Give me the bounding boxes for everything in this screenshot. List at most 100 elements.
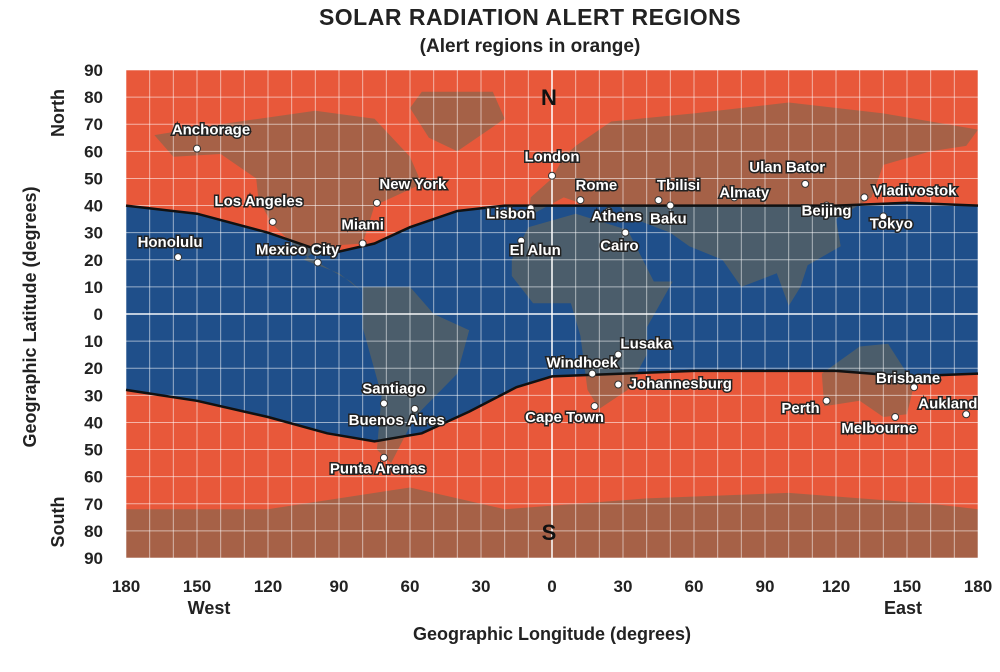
map-title: SOLAR RADIATION ALERT REGIONS (318, 4, 742, 30)
city-dot (193, 144, 201, 153)
city-dot (588, 369, 597, 378)
y-tick-label: 40 (84, 197, 103, 216)
city-dot (372, 198, 381, 207)
city-label: Aukland (918, 395, 977, 412)
city-label: Johannesburg (629, 375, 732, 392)
city-dot (313, 258, 322, 267)
city-label: Honolulu (138, 234, 203, 251)
x-tick-label: 180 (112, 577, 140, 596)
city-label: Athens (591, 208, 642, 225)
x-tick-label: 60 (685, 577, 704, 596)
y-tick-label: 10 (84, 278, 103, 297)
city-dot (860, 193, 869, 202)
x-tick-label: 30 (472, 577, 491, 596)
city-label: New York (379, 176, 447, 193)
city-label: Cairo (600, 238, 638, 255)
y-tick-label: 80 (84, 522, 103, 541)
y-axis-ticks: 90 80 70 60 50 40 30 20 10 0 10 20 30 40 50 60 70 80 90 (84, 61, 103, 568)
city-dot (822, 396, 831, 405)
city-dot (614, 350, 623, 359)
city-label: Anchorage (172, 122, 250, 139)
north-pole-label: N (541, 85, 557, 110)
city-label: Tokyo (870, 215, 913, 232)
city-dot (517, 236, 526, 245)
y-tick-label: 20 (84, 359, 103, 378)
x-tick-label: 90 (756, 577, 775, 596)
city-label: Melbourne (841, 420, 917, 437)
x-axis-title: Geographic Longitude (degrees) (413, 624, 691, 644)
x-tick-label: 180 (964, 577, 992, 596)
west-label: West (188, 598, 231, 618)
y-tick-label: 90 (84, 61, 103, 80)
city-dot (614, 380, 623, 389)
city-label: Miami (341, 217, 384, 234)
city-dot (410, 404, 419, 413)
landmass-eurasia (528, 102, 978, 306)
y-axis-title: Geographic Latitude (degrees) (20, 186, 40, 447)
city-label: Beijing (802, 203, 852, 220)
y-tick-label: 20 (84, 251, 103, 270)
south-pole-label: S (542, 520, 557, 545)
y-tick-label: 80 (84, 88, 103, 107)
city-dot (358, 239, 367, 248)
city-label: Mexico City (256, 241, 340, 258)
city-dot (621, 228, 630, 237)
x-tick-label: 90 (330, 577, 349, 596)
y-tick-label: 60 (84, 142, 103, 161)
city-label: El Alun (510, 242, 561, 259)
city-dot (526, 204, 535, 213)
city-label: Almaty (719, 184, 770, 201)
city-dot (654, 196, 663, 205)
city-dot (379, 453, 388, 462)
city-dot (962, 410, 971, 419)
landmass-south-america (362, 286, 470, 464)
y-tick-label: 50 (84, 441, 103, 460)
x-tick-label: 150 (183, 577, 211, 596)
y-tick-label: 30 (84, 386, 103, 405)
city-label: Brisbane (876, 370, 940, 387)
city-dot (822, 201, 831, 210)
landmass-north-america (154, 110, 422, 293)
city-label: Ulan Bator (749, 159, 825, 176)
north-alert-boundary-line (125, 201, 979, 253)
y-tick-label: 60 (84, 468, 103, 487)
city-dot (576, 196, 585, 205)
north-label: North (48, 89, 68, 137)
x-tick-label: 30 (614, 577, 633, 596)
city-label: Santiago (362, 380, 425, 397)
x-tick-label: 120 (822, 577, 850, 596)
x-tick-label: 120 (254, 577, 282, 596)
landmass-australia (821, 343, 915, 417)
city-dot (910, 383, 919, 392)
city-label: Tbilisi (657, 177, 700, 194)
city-label: Perth (781, 400, 819, 417)
city-label: Buenos Aires (349, 412, 445, 429)
y-tick-label: 10 (84, 332, 103, 351)
x-tick-label: 150 (893, 577, 921, 596)
y-tick-label: 70 (84, 495, 103, 514)
y-tick-label: 90 (84, 549, 103, 568)
city-dot (174, 253, 183, 262)
city-dot (730, 193, 739, 202)
city-label: Vladivostok (872, 182, 957, 199)
x-tick-label: 0 (547, 577, 556, 596)
city-markers: Anchorage New York Los Angeles Miami Honolul… (136, 120, 979, 479)
city-label: Lisbon (486, 205, 535, 222)
y-tick-label: 30 (84, 224, 103, 243)
y-tick-label: 40 (84, 413, 103, 432)
y-tick-label: 70 (84, 115, 103, 134)
city-dot (891, 413, 900, 422)
y-tick-label: 0 (94, 305, 103, 324)
city-label: Rome (576, 177, 618, 194)
x-axis-ticks: 180 150 120 90 60 30 0 30 60 90 120 150 180 (112, 577, 992, 596)
city-label: Los Angeles (214, 193, 303, 210)
graticule-grid (125, 69, 979, 559)
city-dot (879, 212, 888, 221)
south-alert-boundary-line (125, 369, 979, 443)
y-tick-label: 50 (84, 169, 103, 188)
city-dot (666, 201, 675, 210)
city-dot (268, 217, 277, 226)
city-dot (801, 179, 810, 188)
city-label: Cape Town (525, 409, 604, 426)
